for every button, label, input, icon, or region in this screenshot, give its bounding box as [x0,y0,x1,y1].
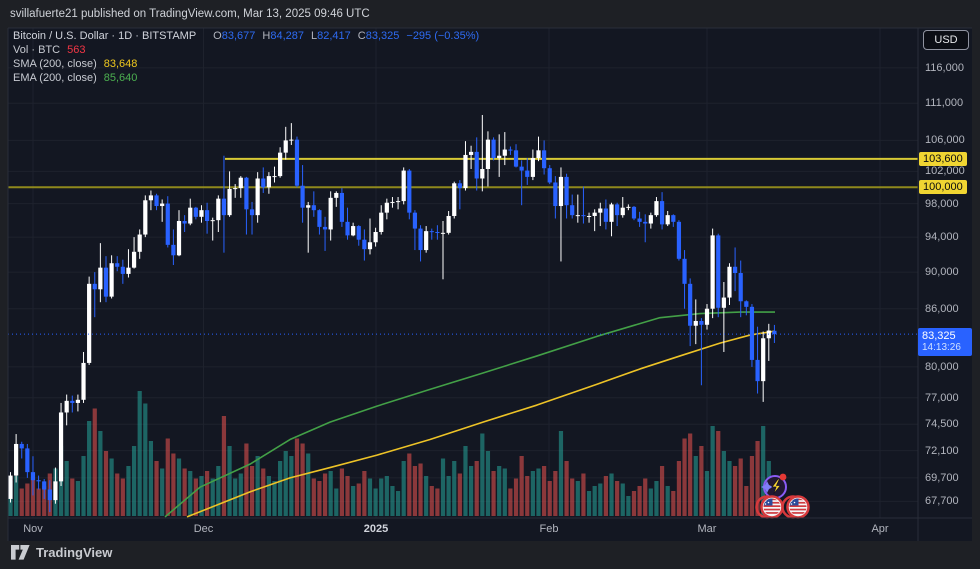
price-axis-label: 74,500 [925,418,959,431]
low-value: 82,417 [317,30,351,42]
price-axis-label: 67,700 [925,495,959,508]
level-price-label: 100,000 [919,180,967,195]
last-price-value: 83,325 [922,330,956,343]
low-label: L [311,30,318,42]
time-axis[interactable]: Nov Dec 2025 Feb Mar Apr [8,518,972,541]
high-label: H [262,30,271,42]
price-axis-label: 90,000 [925,266,959,279]
price-axis[interactable]: USD 83,325 14:13:26 116,000 111,000 106,00… [918,28,972,518]
open-label: O [213,30,222,42]
sma-value: 83,648 [103,58,138,70]
price-axis-label: 111,000 [925,97,964,110]
legend: Bitcoin / U.S. Dollar · 1D · BITSTAMP O83… [13,29,479,85]
ema-label[interactable]: EMA (200, close) [13,72,97,84]
price-axis-label: 106,000 [925,134,965,147]
volume-label[interactable]: Vol · BTC [13,44,61,56]
price-axis-label: 86,000 [925,302,959,315]
sticker-usa-flag-emoji[interactable] [781,495,810,519]
bar-countdown: 14:13:26 [922,342,961,354]
time-axis-label-Feb: Feb [539,523,559,535]
price-axis-label: 72,100 [925,444,959,457]
price-axis-label: 98,000 [925,197,959,210]
price-axis-label: 94,000 [925,231,959,244]
volume-legend-row: Vol · BTC 563 [13,43,479,57]
price-axis-label: 69,700 [925,471,959,484]
level-price-label: 103,600 [919,151,967,166]
tradingview-logo-icon [11,545,30,560]
price-axis-label: 102,000 [925,165,965,178]
time-axis-label-Mar: Mar [697,523,717,535]
sma-200-line[interactable] [186,330,776,518]
candlesticks [8,114,777,513]
sticker-usa-flag-emoji[interactable] [755,495,784,519]
close-label: C [357,30,366,42]
sma-legend-row: SMA (200, close) 83,648 [13,57,479,71]
volume-value: 563 [67,44,86,56]
price-level-rays[interactable] [8,157,918,189]
ema-legend-row: EMA (200, close) 85,640 [13,71,479,85]
tradingview-logo[interactable]: TradingView [11,545,112,560]
time-axis-label-Apr: Apr [871,523,889,535]
ema-value: 85,640 [103,72,138,84]
attribution-text: svillafuerte21 published on TradingView.… [10,8,370,20]
change-value: −295 (−0.35%) [406,30,480,42]
tradingview-logo-text: TradingView [36,545,113,560]
high-value: 84,287 [270,30,304,42]
last-price-label: 83,325 14:13:26 [918,328,972,357]
symbol-legend-row: Bitcoin / U.S. Dollar · 1D · BITSTAMP O83… [13,29,479,43]
time-axis-label-Nov: Nov [23,523,43,535]
ema-200-line[interactable] [164,311,775,518]
ema-line[interactable] [164,311,775,518]
price-axis-label: 80,000 [925,360,959,373]
chart-backgrounds [8,28,972,541]
price-axis-label: 116,000 [925,61,964,74]
time-axis-label-2025: 2025 [363,523,389,535]
sticker-sparkle-bolt-emoji[interactable] [761,473,787,499]
time-axis-label-Dec: Dec [193,523,214,535]
sma-label[interactable]: SMA (200, close) [13,58,97,70]
close-value: 83,325 [365,30,400,42]
pane-borders [7,27,972,541]
symbol-title[interactable]: Bitcoin / U.S. Dollar · 1D · BITSTAMP [13,30,197,42]
price-axis-label: 77,000 [925,391,959,404]
sma-line[interactable] [186,330,776,518]
open-value: 83,677 [221,30,256,42]
attribution-bar: svillafuerte21 published on TradingView.… [0,0,980,28]
currency-toggle-button[interactable]: USD [923,30,969,50]
